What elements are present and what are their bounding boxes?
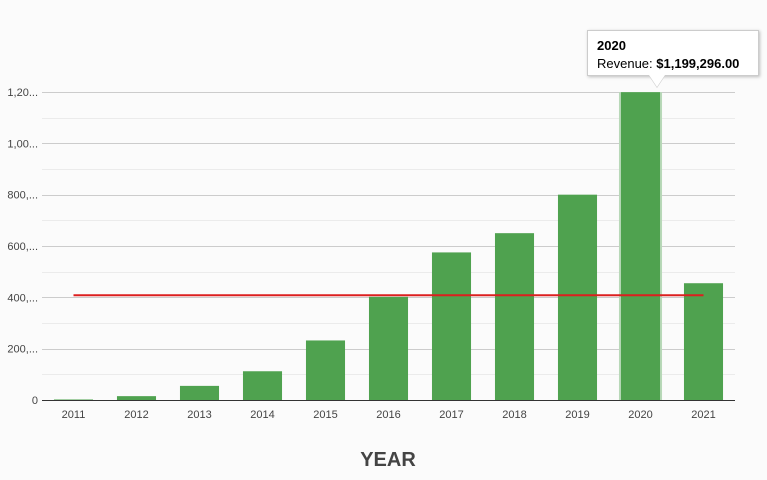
bar-series [53, 92, 724, 400]
tooltip-body: Revenue: $1,199,296.00 [597, 56, 758, 71]
y-tick-label: 400,... [7, 292, 38, 304]
x-tick-label: 2015 [313, 409, 337, 421]
tooltip-value: $1,199,296.00 [656, 56, 740, 71]
y-tick-label: 800,... [7, 190, 38, 202]
bar-2021[interactable] [683, 283, 724, 400]
tooltip-label: Revenue: [597, 56, 657, 71]
y-tick-label: 0 [32, 395, 38, 407]
bar-2013[interactable] [179, 385, 220, 400]
x-tick-label: 2016 [376, 409, 400, 421]
x-tick-label: 2017 [439, 409, 463, 421]
bar-2020[interactable] [620, 92, 661, 400]
x-tick-label: 2019 [565, 409, 589, 421]
bar-2017[interactable] [431, 252, 472, 400]
bar-2015[interactable] [305, 340, 346, 400]
x-tick-label: 2011 [62, 409, 86, 421]
bar-2014[interactable] [242, 371, 283, 400]
tooltip-title: 2020 [597, 38, 626, 53]
bar-2018[interactable] [494, 233, 535, 400]
y-tick-label: 1,00... [7, 138, 38, 150]
bar-2016[interactable] [368, 296, 409, 400]
tooltip-pointer [649, 75, 665, 87]
y-tick-label: 1,20... [7, 87, 38, 99]
x-tick-label: 2012 [124, 409, 148, 421]
x-tick-label: 2020 [628, 409, 652, 421]
x-tick-label: 2013 [187, 409, 211, 421]
x-axis-label: YEAR [360, 449, 416, 471]
x-tick-label: 2014 [250, 409, 274, 421]
tooltip: 2020 Revenue: $1,199,296.00 [587, 30, 759, 76]
bar-2012[interactable] [116, 396, 157, 400]
y-tick-label: 200,... [7, 344, 38, 356]
x-tick-label: 2018 [502, 409, 526, 421]
y-axis-ticks: 0 200,... 400,... 600,... 800,... 1,00... 1,20… [7, 87, 38, 407]
x-axis-ticks: 2011 2012 2013 2014 2015 2016 2017 2018 2019 2020… [62, 409, 716, 421]
x-tick-label: 2021 [691, 409, 715, 421]
bar-2011[interactable] [53, 399, 94, 400]
bar-2019[interactable] [557, 194, 598, 400]
y-tick-label: 600,... [7, 241, 38, 253]
